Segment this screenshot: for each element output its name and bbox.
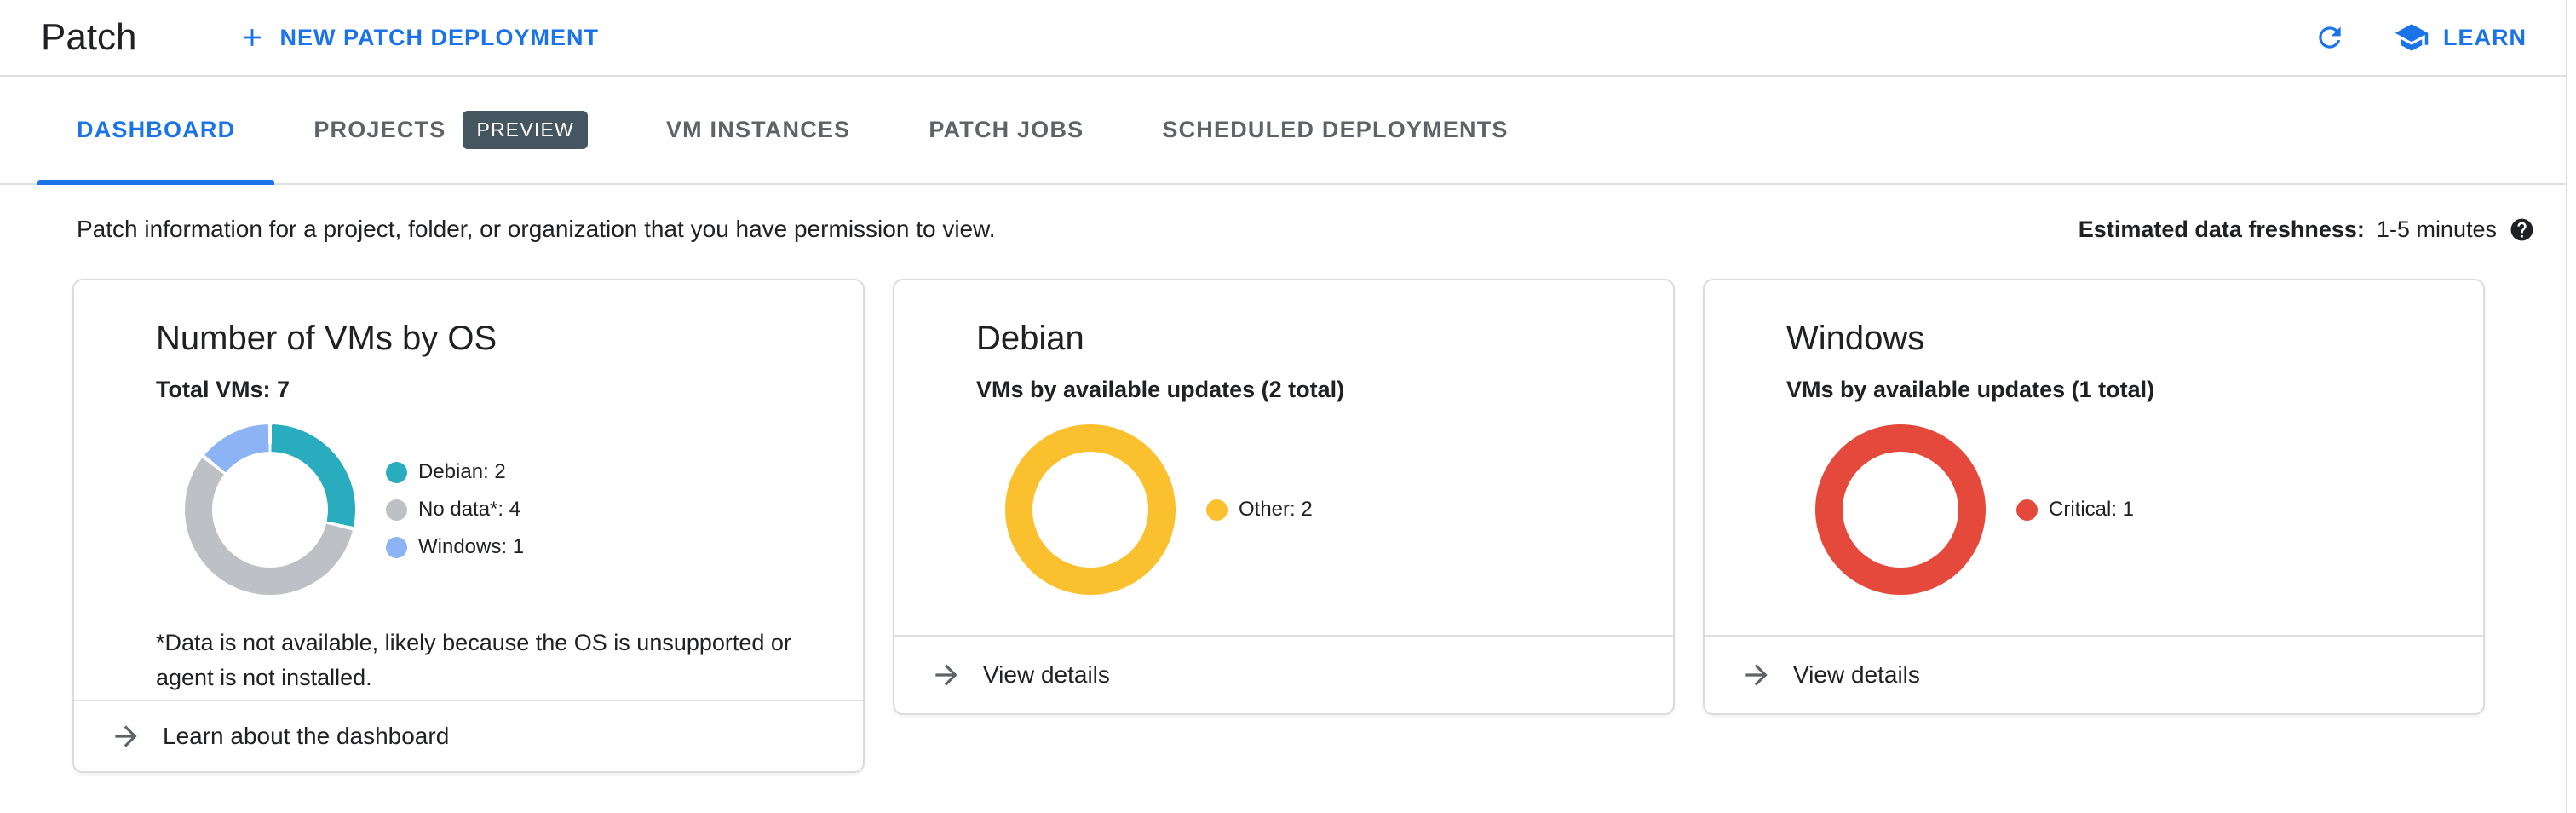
- page-title: Patch: [41, 16, 137, 58]
- donut-hole: [1843, 452, 1958, 568]
- learn-about-dashboard-link[interactable]: Learn about the dashboard: [74, 700, 863, 771]
- card-action-label: View details: [983, 661, 1110, 688]
- legend-item: Windows: 1: [386, 535, 524, 559]
- chart-row: Other: 2: [1005, 424, 1642, 595]
- legend-label: No data*: 4: [418, 498, 521, 521]
- card-debian: Debian VMs by available updates (2 total…: [893, 279, 1675, 715]
- card-action-label: Learn about the dashboard: [163, 723, 450, 749]
- legend-item: Critical: 1: [2016, 498, 2134, 522]
- donut-hole: [212, 452, 328, 568]
- card-title: Number of VMs by OS: [156, 320, 497, 357]
- card-title: Windows: [1786, 320, 1925, 357]
- card-windows: Windows VMs by available updates (1 tota…: [1703, 279, 2485, 715]
- donut-chart-windows-updates: [1815, 424, 1986, 595]
- dashboard-cards: Number of VMs by OS Total VMs: 7 Debian:…: [0, 279, 2576, 773]
- header-actions: LEARN: [2314, 20, 2527, 55]
- donut-hole: [1032, 452, 1148, 568]
- arrow-forward-icon: [1745, 664, 1768, 686]
- chart-legend: Critical: 1: [2016, 498, 2134, 522]
- tab-label: VM INSTANCES: [665, 117, 851, 142]
- tab-bar: DASHBOARD PROJECTS PREVIEW VM INSTANCES …: [0, 77, 2576, 185]
- legend-dot: [1206, 499, 1228, 521]
- tab-label: PROJECTS: [313, 117, 446, 142]
- data-freshness: Estimated data freshness: 1-5 minutes: [2079, 216, 2535, 243]
- card-subtitle: Total VMs: 7: [156, 377, 290, 402]
- chart-row: Critical: 1: [1815, 424, 2452, 595]
- legend-label: Other: 2: [1239, 498, 1313, 521]
- card-body: Number of VMs by OS Total VMs: 7 Debian:…: [74, 280, 863, 695]
- card-number-of-vms-by-os: Number of VMs by OS Total VMs: 7 Debian:…: [72, 279, 865, 773]
- arrow-forward-icon: [935, 664, 957, 686]
- refresh-icon: [2319, 26, 2341, 49]
- view-details-link-windows[interactable]: View details: [1705, 635, 2483, 713]
- info-description: Patch information for a project, folder,…: [77, 216, 996, 242]
- chart-row: Debian: 2 No data*: 4 Windows: 1: [185, 424, 832, 595]
- donut-chart-debian-updates: [1005, 424, 1176, 595]
- graduation-cap-icon: [2395, 24, 2429, 51]
- card-subtitle: VMs by available updates (1 total): [1786, 377, 2155, 402]
- new-patch-deployment-button[interactable]: NEW PATCH DEPLOYMENT: [238, 23, 600, 52]
- freshness-label: Estimated data freshness:: [2078, 216, 2365, 242]
- chart-legend: Other: 2: [1206, 498, 1313, 522]
- learn-button[interactable]: LEARN: [2394, 20, 2527, 55]
- tab-dashboard[interactable]: DASHBOARD: [37, 77, 275, 185]
- view-details-link-debian[interactable]: View details: [894, 635, 1673, 713]
- arrow-forward-icon: [115, 725, 137, 747]
- freshness-help-button[interactable]: [2509, 216, 2535, 243]
- info-row: Patch information for a project, folder,…: [0, 185, 2576, 279]
- preview-badge: PREVIEW: [463, 111, 588, 149]
- help-icon: [2510, 218, 2533, 240]
- card-body: Windows VMs by available updates (1 tota…: [1705, 280, 2483, 595]
- new-patch-deployment-label: NEW PATCH DEPLOYMENT: [279, 24, 600, 50]
- card-subtitle: VMs by available updates (2 total): [976, 377, 1345, 402]
- card-action-label: View details: [1793, 661, 1920, 688]
- card-body: Debian VMs by available updates (2 total…: [894, 280, 1673, 595]
- legend-item: Other: 2: [1206, 498, 1313, 522]
- learn-label: LEARN: [2443, 24, 2527, 50]
- tab-label: DASHBOARD: [77, 117, 236, 142]
- plus-icon: [243, 29, 261, 46]
- tab-projects[interactable]: PROJECTS PREVIEW: [274, 77, 627, 183]
- tab-label: SCHEDULED DEPLOYMENTS: [1162, 117, 1509, 142]
- legend-dot: [386, 536, 407, 558]
- legend-dot: [2016, 499, 2038, 521]
- footnote: *Data is not available, likely because t…: [156, 630, 791, 690]
- scrollbar-track[interactable]: [2566, 0, 2576, 813]
- legend-item: No data*: 4: [386, 498, 524, 522]
- legend-dot: [386, 461, 407, 483]
- refresh-button[interactable]: [2314, 21, 2346, 54]
- tab-scheduled-deployments[interactable]: SCHEDULED DEPLOYMENTS: [1123, 77, 1547, 183]
- legend-label: Critical: 1: [2049, 498, 2135, 521]
- chart-legend: Debian: 2 No data*: 4 Windows: 1: [386, 460, 524, 559]
- donut-chart-vms-by-os: [185, 424, 355, 595]
- tab-patch-jobs[interactable]: PATCH JOBS: [889, 77, 1123, 183]
- tab-vm-instances[interactable]: VM INSTANCES: [627, 77, 889, 183]
- page-header: Patch NEW PATCH DEPLOYMENT LEARN: [0, 0, 2576, 77]
- tab-label: PATCH JOBS: [929, 117, 1084, 142]
- card-title: Debian: [976, 320, 1084, 357]
- legend-item: Debian: 2: [386, 460, 524, 484]
- legend-label: Debian: 2: [418, 460, 506, 483]
- legend-label: Windows: 1: [418, 535, 525, 558]
- freshness-value: 1-5 minutes: [2376, 216, 2497, 242]
- legend-dot: [386, 499, 407, 521]
